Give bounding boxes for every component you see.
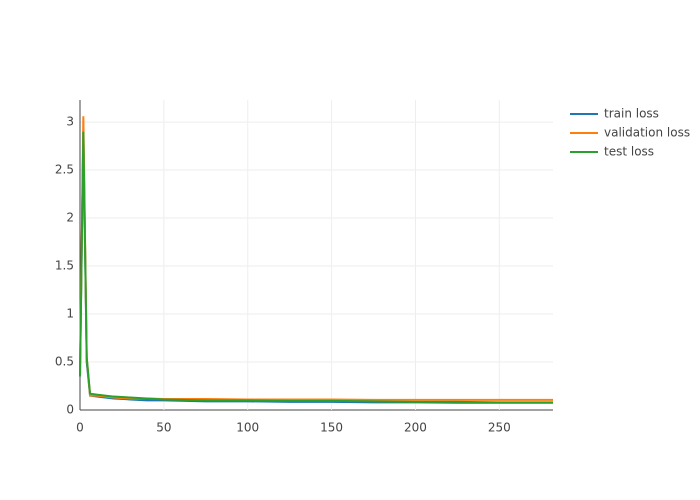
series-line: [79, 131, 553, 404]
y-tick-label: 3: [66, 115, 74, 129]
y-tick-label: 2: [66, 211, 74, 225]
y-tick-label: 0.5: [55, 355, 74, 369]
x-tick-label: 100: [236, 421, 259, 435]
y-tick-label: 2.5: [55, 163, 74, 177]
series-line: [79, 116, 553, 401]
x-tick-label: 0: [76, 421, 84, 435]
x-tick-label: 150: [320, 421, 343, 435]
x-tick-label: 200: [404, 421, 427, 435]
y-tick-label: 1.5: [55, 259, 74, 273]
y-tick-label: 1: [66, 307, 74, 321]
x-tick-label: 250: [488, 421, 511, 435]
legend-label: validation loss: [604, 126, 690, 140]
legend-label: test loss: [604, 145, 654, 159]
y-tick-label: 0: [66, 403, 74, 417]
legend-label: train loss: [604, 107, 659, 121]
x-tick-label: 50: [156, 421, 171, 435]
